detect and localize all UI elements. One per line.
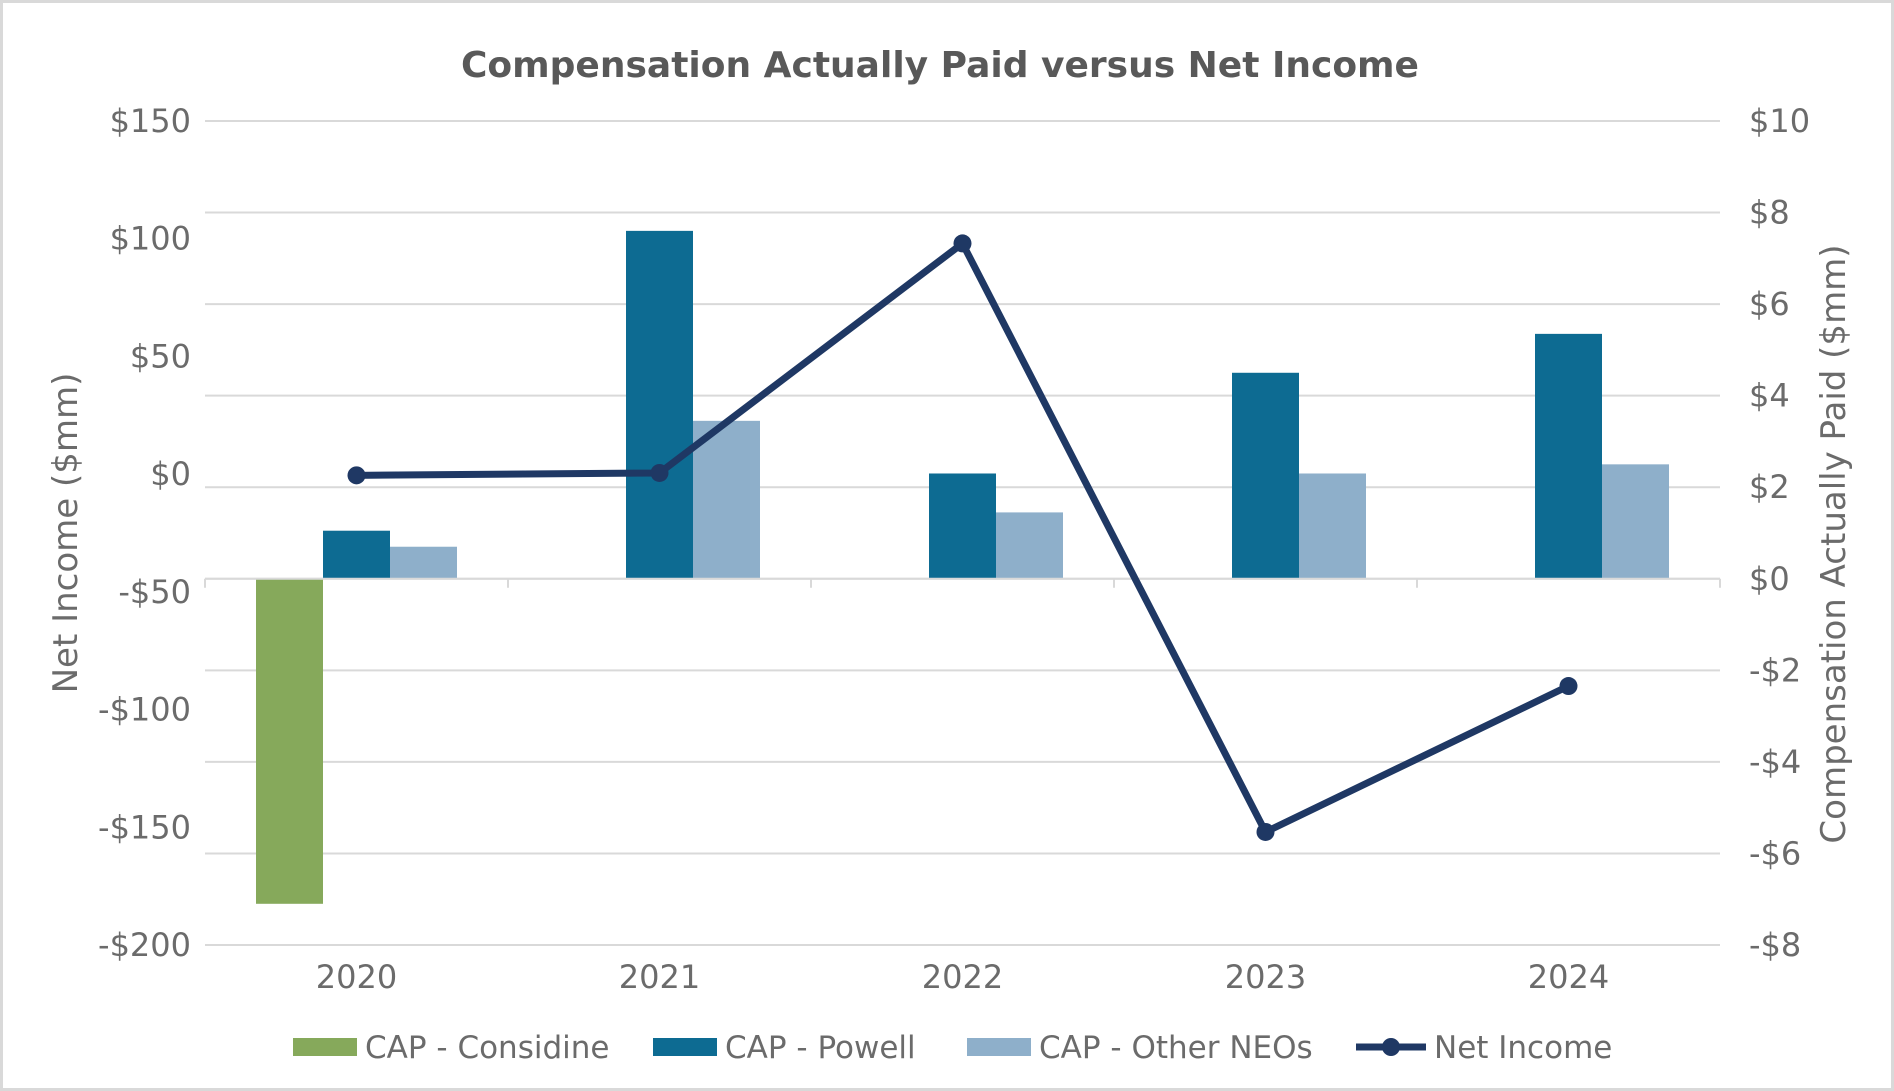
legend-label-cap-considine: CAP - Considine — [365, 1030, 609, 1066]
right-axis-ticks: $10 $8 $6 $4 $2 $0 -$2 -$4 -$6 -$8 — [1749, 102, 1810, 964]
point-net-income-2022 — [953, 234, 972, 253]
right-tick-label: -$8 — [1749, 926, 1801, 964]
legend: CAP - Considine CAP - Powell CAP - Other N… — [293, 1030, 1612, 1066]
point-net-income-2021 — [650, 463, 669, 482]
right-tick-label: -$6 — [1749, 834, 1801, 872]
chart-title: Compensation Actually Paid versus Net In… — [461, 45, 1419, 86]
bar-cap-powell-2020 — [323, 530, 390, 579]
legend-label-cap-other-neos: CAP - Other NEOs — [1039, 1030, 1313, 1066]
bar-cap-powell-2021 — [626, 230, 693, 579]
bar-cap-other-neos-2023 — [1299, 473, 1366, 579]
category-label-2024: 2024 — [1528, 958, 1609, 996]
point-net-income-2024 — [1559, 677, 1578, 696]
right-tick-label: $4 — [1749, 377, 1790, 415]
left-tick-label: $50 — [130, 337, 191, 375]
left-tick-label: $150 — [110, 102, 191, 140]
net-income-line-layer — [347, 234, 1578, 841]
legend-marker-net-income — [1382, 1038, 1400, 1056]
category-label-2022: 2022 — [922, 958, 1003, 996]
point-net-income-2020 — [347, 466, 366, 485]
left-axis-ticks: $150 $100 $50 $0 -$50 -$100 -$150 -$200 — [98, 102, 191, 964]
category-label-2023: 2023 — [1225, 958, 1306, 996]
right-tick-label: $0 — [1749, 560, 1790, 598]
bars — [256, 230, 1669, 904]
left-tick-label: $100 — [110, 220, 191, 258]
legend-swatch-cap-considine — [293, 1038, 357, 1056]
right-tick-label: -$4 — [1749, 743, 1801, 781]
left-tick-label: -$50 — [118, 573, 191, 611]
bar-cap-considine-2020 — [256, 578, 323, 904]
category-axis — [204, 577, 1721, 588]
category-labels: 2020 2021 2022 2023 2024 — [316, 958, 1609, 996]
bar-cap-other-neos-2020 — [390, 546, 457, 579]
legend-swatch-cap-other-neos — [967, 1038, 1031, 1056]
left-tick-label: -$200 — [98, 926, 191, 964]
legend-label-cap-powell: CAP - Powell — [725, 1030, 916, 1066]
chart-svg: Compensation Actually Paid versus Net In… — [46, 45, 1854, 1066]
bar-cap-powell-2022 — [929, 473, 996, 579]
left-tick-label: -$100 — [98, 691, 191, 729]
right-tick-label: $8 — [1749, 194, 1790, 232]
point-net-income-2023 — [1256, 822, 1275, 841]
left-tick-label: $0 — [150, 455, 191, 493]
right-tick-label: -$2 — [1749, 651, 1801, 689]
legend-swatch-cap-powell — [653, 1038, 717, 1056]
bar-cap-powell-2023 — [1232, 372, 1299, 579]
bar-cap-other-neos-2022 — [996, 512, 1063, 579]
bar-cap-powell-2024 — [1535, 333, 1602, 579]
right-tick-label: $2 — [1749, 468, 1790, 506]
category-label-2020: 2020 — [316, 958, 397, 996]
right-axis-title: Compensation Actually Paid ($mm) — [1814, 244, 1854, 843]
category-label-2021: 2021 — [619, 958, 700, 996]
left-tick-label: -$150 — [98, 808, 191, 846]
bar-cap-other-neos-2021 — [693, 420, 760, 579]
bar-cap-other-neos-2024 — [1602, 464, 1669, 579]
right-tick-label: $10 — [1749, 102, 1810, 140]
left-axis-title: Net Income ($mm) — [46, 373, 86, 694]
right-tick-label: $6 — [1749, 285, 1790, 323]
legend-label-net-income: Net Income — [1434, 1030, 1612, 1066]
